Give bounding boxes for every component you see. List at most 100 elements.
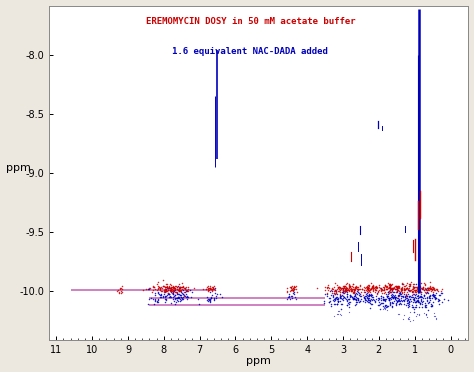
Point <box>361 297 369 303</box>
Point <box>203 295 211 301</box>
Point <box>365 296 372 302</box>
Point <box>369 296 376 302</box>
Point <box>381 306 389 312</box>
Point <box>412 289 420 295</box>
Point <box>116 285 124 291</box>
Point <box>387 292 395 298</box>
Point <box>354 287 362 293</box>
Point <box>421 289 429 295</box>
Point <box>174 294 182 300</box>
Point <box>383 294 391 299</box>
Point <box>156 294 164 300</box>
Point <box>289 285 297 291</box>
Point <box>342 285 350 291</box>
Point <box>372 285 379 291</box>
Point <box>176 285 183 291</box>
Point <box>365 292 373 298</box>
Point <box>412 284 420 290</box>
Point <box>418 285 426 291</box>
Point <box>288 287 295 293</box>
Point <box>413 311 421 317</box>
Point <box>211 285 219 291</box>
Point <box>205 287 213 293</box>
Point <box>409 289 416 295</box>
Point <box>170 285 177 291</box>
Point <box>408 288 415 294</box>
Point <box>345 288 352 294</box>
Point <box>385 282 392 288</box>
Point <box>387 287 394 293</box>
Point <box>349 286 357 292</box>
Point <box>395 285 403 291</box>
Point <box>336 284 344 290</box>
Point <box>393 298 401 304</box>
Point <box>418 298 425 304</box>
Point <box>169 291 177 297</box>
Point <box>169 290 176 296</box>
Point <box>350 289 358 295</box>
Point <box>364 286 371 292</box>
Point <box>368 292 375 298</box>
Point <box>164 290 172 296</box>
Point <box>172 283 179 289</box>
Point <box>184 286 192 292</box>
Point <box>366 286 374 292</box>
Point <box>409 304 417 310</box>
Point <box>411 288 419 294</box>
Point <box>164 285 171 291</box>
Point <box>420 311 428 317</box>
Point <box>151 298 158 304</box>
Point <box>404 296 411 302</box>
Point <box>212 293 219 299</box>
Point <box>417 280 425 286</box>
Point <box>164 285 171 291</box>
Point <box>383 284 390 290</box>
Point <box>389 285 397 291</box>
Point <box>383 283 391 289</box>
Point <box>162 288 170 294</box>
Point <box>395 301 403 307</box>
Point <box>400 286 408 292</box>
Point <box>173 289 180 295</box>
Point <box>333 301 341 307</box>
Point <box>151 290 159 296</box>
Point <box>401 286 408 292</box>
Point <box>417 295 424 301</box>
Point <box>408 304 416 310</box>
Point <box>117 290 125 296</box>
Point <box>155 299 162 305</box>
Point <box>320 300 328 306</box>
Point <box>374 291 381 297</box>
Point <box>422 290 429 296</box>
Point <box>410 309 418 315</box>
Point <box>182 291 190 297</box>
Point <box>286 293 293 299</box>
Point <box>346 299 353 305</box>
Point <box>416 288 423 294</box>
Point <box>206 295 213 301</box>
Point <box>371 289 378 295</box>
Point <box>326 295 334 301</box>
Point <box>415 311 422 317</box>
Point <box>415 312 423 318</box>
Point <box>334 298 342 304</box>
Point <box>331 301 338 307</box>
Point <box>413 286 421 292</box>
Point <box>173 295 181 301</box>
Point <box>331 280 338 286</box>
Point <box>334 285 342 291</box>
Point <box>210 286 218 292</box>
Point <box>381 296 389 302</box>
Point <box>328 285 336 291</box>
Point <box>153 299 161 305</box>
Point <box>426 296 434 302</box>
Point <box>381 302 389 308</box>
Point <box>395 298 403 304</box>
Point <box>396 289 404 295</box>
Point <box>351 293 358 299</box>
Point <box>323 293 330 299</box>
Point <box>416 294 423 299</box>
Point <box>376 307 383 312</box>
Point <box>363 285 371 291</box>
Point <box>427 294 434 299</box>
